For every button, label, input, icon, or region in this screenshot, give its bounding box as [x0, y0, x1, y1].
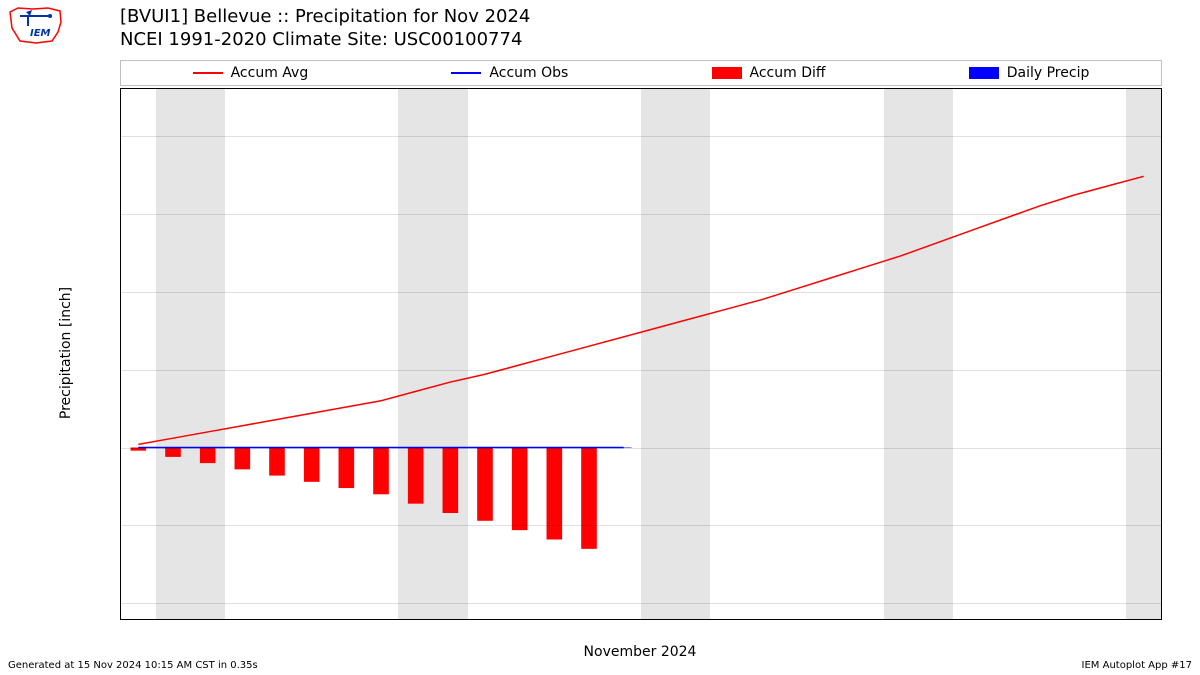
x-tick-mark: [1109, 619, 1110, 620]
x-tick-mark: [1040, 619, 1041, 620]
bar: [581, 448, 597, 549]
chart-title: [BVUI1] Bellevue :: Precipitation for No…: [120, 6, 530, 51]
x-tick-mark: [312, 619, 313, 620]
legend-item: Accum Avg: [193, 65, 309, 81]
iem-logo: IEM: [8, 6, 63, 44]
x-tick-mark: [485, 619, 486, 620]
title-line-1: [BVUI1] Bellevue :: Precipitation for No…: [120, 6, 530, 29]
legend-label: Accum Avg: [231, 65, 309, 81]
y-tick-mark: [120, 214, 121, 215]
bar: [235, 448, 251, 470]
y-tick-mark: [120, 136, 121, 137]
x-tick-mark: [173, 619, 174, 620]
x-tick-mark: [832, 619, 833, 620]
legend-item: Accum Diff: [712, 65, 826, 81]
gridline-horizontal: [121, 448, 1161, 449]
x-tick-mark: [208, 619, 209, 620]
x-tick-mark: [658, 619, 659, 620]
x-tick-mark: [520, 619, 521, 620]
x-tick-mark: [346, 619, 347, 620]
bar: [512, 448, 528, 531]
x-tick-mark: [901, 619, 902, 620]
chart-legend: Accum Avg Accum Obs Accum Diff Daily Precip: [120, 60, 1162, 86]
y-axis-label: Precipitation [inch]: [58, 287, 74, 419]
x-tick-mark: [762, 619, 763, 620]
bar: [200, 448, 216, 464]
gridline-horizontal: [121, 525, 1161, 526]
y-tick-mark: [120, 370, 121, 371]
legend-swatch-rect: [712, 67, 742, 79]
x-tick-mark: [936, 619, 937, 620]
y-tick-mark: [120, 292, 121, 293]
bar: [408, 448, 424, 504]
x-tick-mark: [138, 619, 139, 620]
gridline-horizontal: [121, 214, 1161, 215]
x-tick-mark: [589, 619, 590, 620]
gridline-horizontal: [121, 136, 1161, 137]
bar: [304, 448, 320, 482]
legend-swatch-rect: [969, 67, 999, 79]
gridline-horizontal: [121, 603, 1161, 604]
legend-label: Accum Diff: [750, 65, 826, 81]
footer-generated-text: Generated at 15 Nov 2024 10:15 AM CST in…: [8, 660, 258, 671]
gridline-horizontal: [121, 292, 1161, 293]
legend-swatch-line: [451, 72, 481, 74]
bar: [269, 448, 285, 476]
x-tick-mark: [1074, 619, 1075, 620]
x-tick-mark: [554, 619, 555, 620]
x-tick-mark: [242, 619, 243, 620]
y-tick-mark: [120, 525, 121, 526]
x-tick-mark: [277, 619, 278, 620]
x-tick-mark: [450, 619, 451, 620]
chart-series-svg: [121, 89, 1161, 619]
y-tick-mark: [120, 448, 121, 449]
bar: [477, 448, 493, 521]
x-tick-mark: [797, 619, 798, 620]
x-tick-mark: [624, 619, 625, 620]
gridline-horizontal: [121, 370, 1161, 371]
x-axis-label: November 2024: [584, 644, 697, 660]
chart-plot-area: −1.0−0.50.00.51.01.52.012345678910111213…: [120, 88, 1162, 620]
y-tick-mark: [120, 603, 121, 604]
footer-app-text: IEM Autoplot App #17: [1082, 660, 1192, 671]
bar: [443, 448, 459, 513]
x-tick-mark: [1005, 619, 1006, 620]
title-line-2: NCEI 1991-2020 Climate Site: USC00100774: [120, 29, 530, 52]
legend-item: Daily Precip: [969, 65, 1090, 81]
x-tick-mark: [728, 619, 729, 620]
x-tick-mark: [866, 619, 867, 620]
svg-text:IEM: IEM: [30, 28, 51, 39]
x-tick-mark: [1144, 619, 1145, 620]
bar: [165, 448, 181, 457]
x-tick-mark: [416, 619, 417, 620]
x-tick-mark: [970, 619, 971, 620]
legend-label: Daily Precip: [1007, 65, 1090, 81]
bar: [339, 448, 355, 489]
line-series: [138, 176, 1143, 444]
legend-swatch-line: [193, 72, 223, 74]
legend-label: Accum Obs: [489, 65, 568, 81]
bar: [373, 448, 389, 495]
x-tick-mark: [381, 619, 382, 620]
legend-item: Accum Obs: [451, 65, 568, 81]
x-tick-mark: [693, 619, 694, 620]
